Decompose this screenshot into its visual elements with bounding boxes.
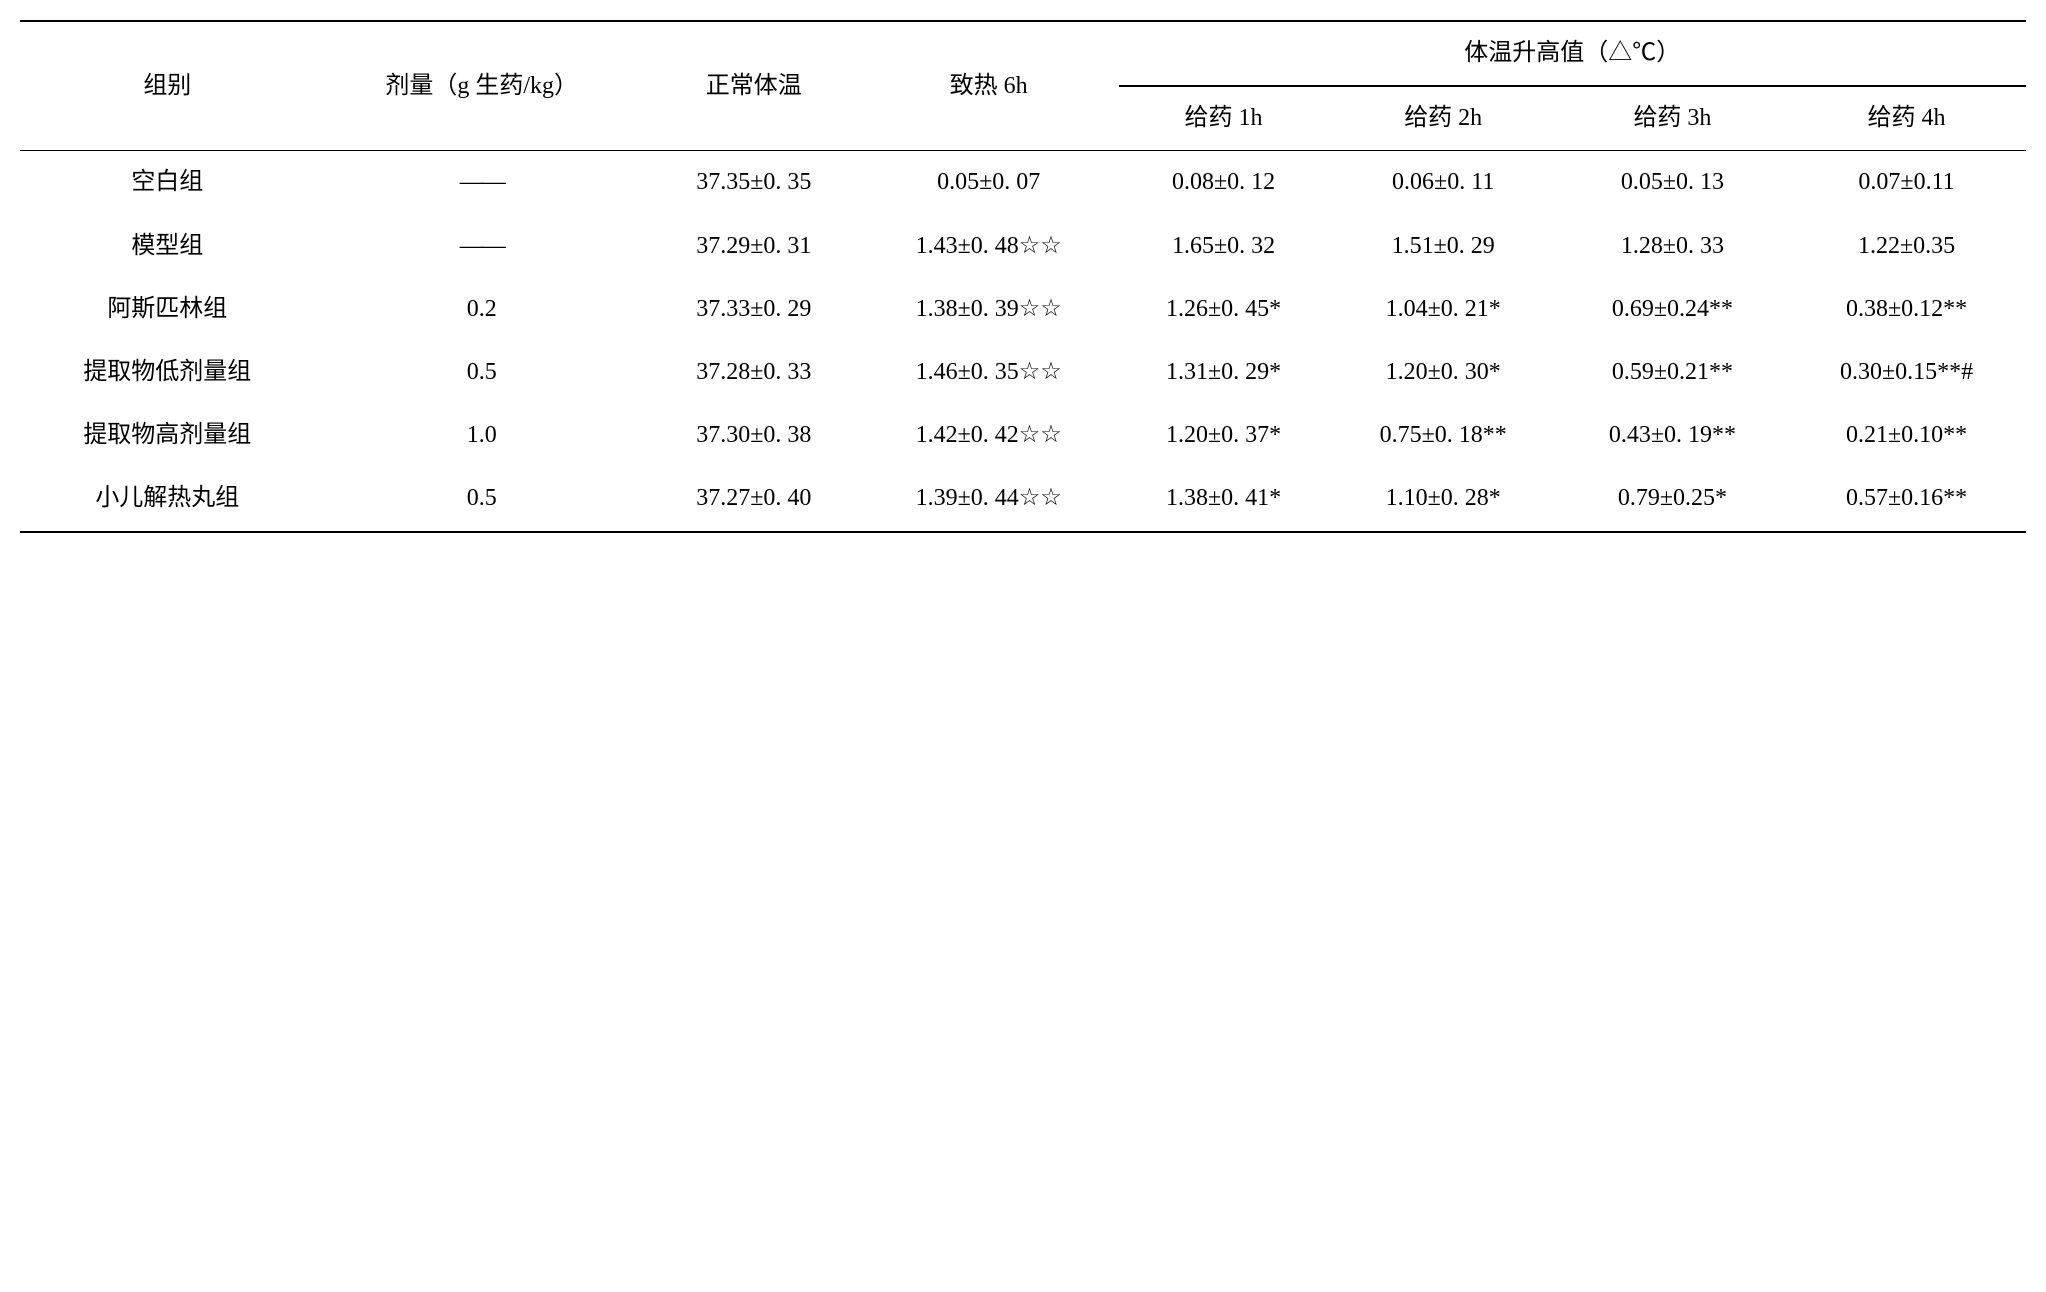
cell-dose: —— (315, 151, 649, 215)
header-heat-6h: 致热 6h (859, 21, 1119, 151)
cell-drug_2h: 1.51±0. 29 (1329, 215, 1558, 278)
cell-heat_6h: 1.46±0. 35☆☆ (859, 341, 1119, 404)
cell-group: 提取物高剂量组 (20, 404, 315, 467)
cell-normal_temp: 37.30±0. 38 (649, 404, 859, 467)
cell-normal_temp: 37.28±0. 33 (649, 341, 859, 404)
header-group: 组别 (20, 21, 315, 151)
header-drug-3h: 给药 3h (1558, 86, 1787, 151)
cell-drug_1h: 1.26±0. 45* (1119, 278, 1329, 341)
cell-group: 提取物低剂量组 (20, 341, 315, 404)
header-drug-2h: 给药 2h (1329, 86, 1558, 151)
header-drug-4h: 给药 4h (1787, 86, 2026, 151)
cell-heat_6h: 1.42±0. 42☆☆ (859, 404, 1119, 467)
cell-drug_3h: 0.79±0.25* (1558, 467, 1787, 531)
cell-dose: —— (315, 215, 649, 278)
cell-normal_temp: 37.29±0. 31 (649, 215, 859, 278)
cell-dose: 0.5 (315, 341, 649, 404)
cell-drug_4h: 0.38±0.12** (1787, 278, 2026, 341)
cell-drug_3h: 0.43±0. 19** (1558, 404, 1787, 467)
cell-heat_6h: 1.43±0. 48☆☆ (859, 215, 1119, 278)
cell-heat_6h: 1.39±0. 44☆☆ (859, 467, 1119, 531)
table-row: 阿斯匹林组0.237.33±0. 291.38±0. 39☆☆1.26±0. 4… (20, 278, 2026, 341)
cell-drug_3h: 1.28±0. 33 (1558, 215, 1787, 278)
cell-group: 模型组 (20, 215, 315, 278)
table-body: 空白组——37.35±0. 350.05±0. 070.08±0. 120.06… (20, 151, 2026, 532)
cell-drug_4h: 0.30±0.15**# (1787, 341, 2026, 404)
table-row: 模型组——37.29±0. 311.43±0. 48☆☆1.65±0. 321.… (20, 215, 2026, 278)
table-row: 提取物高剂量组1.037.30±0. 381.42±0. 42☆☆1.20±0.… (20, 404, 2026, 467)
cell-drug_1h: 1.20±0. 37* (1119, 404, 1329, 467)
cell-drug_2h: 1.04±0. 21* (1329, 278, 1558, 341)
cell-drug_3h: 0.59±0.21** (1558, 341, 1787, 404)
header-normal-temp: 正常体温 (649, 21, 859, 151)
cell-drug_2h: 0.06±0. 11 (1329, 151, 1558, 215)
cell-dose: 0.5 (315, 467, 649, 531)
table-row: 小儿解热丸组0.537.27±0. 401.39±0. 44☆☆1.38±0. … (20, 467, 2026, 531)
cell-heat_6h: 1.38±0. 39☆☆ (859, 278, 1119, 341)
cell-drug_2h: 1.10±0. 28* (1329, 467, 1558, 531)
cell-drug_1h: 1.65±0. 32 (1119, 215, 1329, 278)
cell-drug_1h: 1.38±0. 41* (1119, 467, 1329, 531)
header-temp-rise: 体温升高值（△℃） (1119, 21, 2026, 86)
cell-group: 空白组 (20, 151, 315, 215)
cell-normal_temp: 37.33±0. 29 (649, 278, 859, 341)
cell-drug_4h: 1.22±0.35 (1787, 215, 2026, 278)
header-drug-1h: 给药 1h (1119, 86, 1329, 151)
cell-drug_4h: 0.21±0.10** (1787, 404, 2026, 467)
cell-normal_temp: 37.27±0. 40 (649, 467, 859, 531)
cell-drug_3h: 0.05±0. 13 (1558, 151, 1787, 215)
cell-drug_2h: 1.20±0. 30* (1329, 341, 1558, 404)
cell-dose: 0.2 (315, 278, 649, 341)
cell-drug_4h: 0.07±0.11 (1787, 151, 2026, 215)
cell-group: 小儿解热丸组 (20, 467, 315, 531)
cell-drug_4h: 0.57±0.16** (1787, 467, 2026, 531)
data-table: 组别 剂量（g 生药/kg） 正常体温 致热 6h 体温升高值（△℃） 给药 1… (20, 20, 2026, 533)
cell-dose: 1.0 (315, 404, 649, 467)
cell-drug_2h: 0.75±0. 18** (1329, 404, 1558, 467)
cell-drug_3h: 0.69±0.24** (1558, 278, 1787, 341)
table-row: 提取物低剂量组0.537.28±0. 331.46±0. 35☆☆1.31±0.… (20, 341, 2026, 404)
cell-heat_6h: 0.05±0. 07 (859, 151, 1119, 215)
table-header: 组别 剂量（g 生药/kg） 正常体温 致热 6h 体温升高值（△℃） 给药 1… (20, 21, 2026, 151)
table-row: 空白组——37.35±0. 350.05±0. 070.08±0. 120.06… (20, 151, 2026, 215)
cell-normal_temp: 37.35±0. 35 (649, 151, 859, 215)
cell-drug_1h: 1.31±0. 29* (1119, 341, 1329, 404)
cell-group: 阿斯匹林组 (20, 278, 315, 341)
cell-drug_1h: 0.08±0. 12 (1119, 151, 1329, 215)
header-dose: 剂量（g 生药/kg） (315, 21, 649, 151)
